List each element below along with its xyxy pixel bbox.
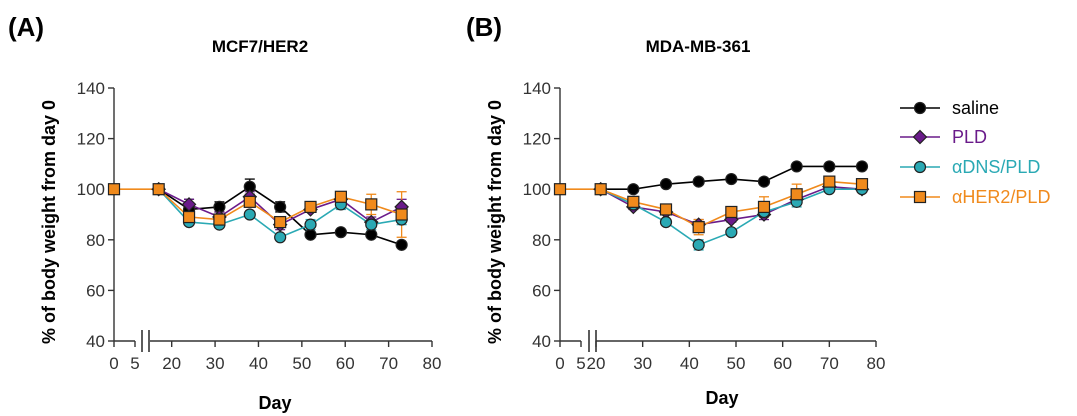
legend-marker-pld xyxy=(912,129,928,145)
panel-a-aher2-pld-point xyxy=(395,208,408,221)
panel-a-xtick-label: 40 xyxy=(249,354,268,373)
panel-a-tag: (A) xyxy=(8,12,44,42)
panel-a-adns-pld-point xyxy=(243,208,256,221)
panel-a-aher2-pld-point xyxy=(365,198,378,211)
panel-a-aher2-pld-point xyxy=(107,183,121,196)
panel-a-aher2-pld-point xyxy=(213,213,226,226)
panel-a-ylabel: % of body weight from day 0 xyxy=(39,100,59,344)
legend: saline PLD αDNS/PLD αHER2/PLD xyxy=(900,98,1050,207)
panel-a-xtick-label: 5 xyxy=(130,354,139,373)
legend-label-adns-pld: αDNS/PLD xyxy=(952,157,1040,177)
legend-marker-aher2-pld-shape xyxy=(913,190,927,204)
panel-b-ytick-label: 100 xyxy=(523,180,551,199)
panel-b-ytick-label: 120 xyxy=(523,130,551,149)
panel-b-saline-point xyxy=(823,160,836,173)
panel-b-saline-point xyxy=(790,160,803,173)
panel-b-xtick-label: 60 xyxy=(773,354,792,373)
panel-a-ytick-label: 40 xyxy=(86,332,105,351)
panel-b-tag: (B) xyxy=(466,12,502,42)
panel-b-aher2-pld-point xyxy=(855,178,869,191)
panel-a-saline-point xyxy=(304,228,317,241)
panel-b-saline-point xyxy=(725,172,738,186)
panel-a-saline-point xyxy=(395,238,408,251)
panel-a-xtick-label: 0 xyxy=(109,354,118,373)
panel-b-ytick-label: 60 xyxy=(532,281,551,300)
panel-b-xtick-label: 5 xyxy=(576,354,585,373)
legend-item-saline: saline xyxy=(900,98,999,118)
panel-b-xtick-label: 80 xyxy=(867,354,886,373)
panel-b-ytick-label: 140 xyxy=(523,79,551,98)
panel-b-aher2-pld-point xyxy=(757,200,771,214)
panel-b-aher2-pld-point xyxy=(725,205,738,219)
panel-a-saline-point xyxy=(334,226,347,239)
panel-b-adns-pld-point xyxy=(725,226,738,239)
panel-a-saline-point xyxy=(365,228,378,241)
panel-a-aher2-pld-point xyxy=(334,190,347,203)
panel-a-xtick-label: 50 xyxy=(292,354,311,373)
panel-a-ytick-label: 80 xyxy=(86,231,105,250)
panel-b-aher2-pld-point xyxy=(659,203,673,216)
panel-a-aher2-pld-point xyxy=(304,200,317,214)
panel-b-saline-point xyxy=(757,175,771,188)
panel-a-saline-point xyxy=(274,200,287,214)
legend-marker-saline xyxy=(913,101,927,115)
panel-b-aher2-pld-point xyxy=(553,183,567,196)
legend-marker-saline-shape xyxy=(913,101,927,115)
panel-b-xlabel: Day xyxy=(705,388,738,408)
panel-a-adns-pld-point xyxy=(304,218,317,231)
panel-b-saline-point xyxy=(627,183,640,196)
panel-b-xtick-label: 50 xyxy=(727,354,746,373)
panel-b-aher2-pld-point xyxy=(627,195,640,208)
panel-a-title: MCF7/HER2 xyxy=(212,37,308,56)
panel-b-xtick-label: 20 xyxy=(587,354,606,373)
panel-a-xtick-label: 20 xyxy=(162,354,181,373)
panel-b-ylabel: % of body weight from day 0 xyxy=(485,100,505,344)
panel-b-adns-pld-point xyxy=(659,215,673,229)
panel-b-plot: 40 60 80 100 120 140 0 5 20 30 40 50 60 70 80 xyxy=(523,79,886,373)
panel-a-aher2-pld-point xyxy=(274,215,287,229)
panel-b-aher2-pld-point xyxy=(790,188,803,201)
panel-a-xtick-label: 30 xyxy=(206,354,225,373)
legend-label-saline: saline xyxy=(952,98,999,118)
panel-b-aher2-pld-point xyxy=(692,221,705,234)
legend-item-aher2-pld: αHER2/PLD xyxy=(900,187,1050,207)
panel-b-xtick-label: 30 xyxy=(633,354,652,373)
panel-b-title: MDA-MB-361 xyxy=(646,37,751,56)
panel-a-ytick-label: 120 xyxy=(77,130,105,149)
panel-b-xtick-label: 0 xyxy=(555,354,564,373)
legend-marker-adns-pld xyxy=(913,160,927,174)
panel-a-aher2-pld-point xyxy=(152,183,165,196)
panel-a-ytick-label: 140 xyxy=(77,79,105,98)
panel-a-pld-point xyxy=(181,197,197,212)
panel-b-saline-point xyxy=(692,175,705,188)
panel-b-saline-point xyxy=(659,178,673,191)
panel-a-xtick-label: 80 xyxy=(423,354,442,373)
panel-b-ytick-label: 80 xyxy=(532,231,551,250)
panel-b-xtick-label: 70 xyxy=(820,354,839,373)
legend-item-pld: PLD xyxy=(900,127,987,147)
panel-a-adns-pld-point xyxy=(365,218,378,231)
panel-b-xtick-label: 40 xyxy=(680,354,699,373)
legend-marker-aher2-pld xyxy=(913,190,927,204)
panel-b-adns-pld-point xyxy=(692,238,705,251)
panel-a-ytick-label: 100 xyxy=(77,180,105,199)
panel-a-xlabel: Day xyxy=(258,393,291,413)
legend-item-adns-pld: αDNS/PLD xyxy=(900,157,1040,177)
panel-a-adns-pld-point xyxy=(274,231,287,244)
panel-a-aher2-pld-point xyxy=(182,210,196,224)
panel-b-aher2-pld-point xyxy=(594,183,607,196)
panel-a-xtick-label: 60 xyxy=(336,354,355,373)
panel-a-plot: 40 60 80 100 120 140 0 5 20 30 40 50 60 70 80 xyxy=(77,79,442,373)
panel-b-aher2-pld-point xyxy=(823,175,836,188)
panel-a-ytick-label: 60 xyxy=(86,281,105,300)
legend-marker-adns-pld-shape xyxy=(913,160,927,174)
panel-a-xtick-label: 70 xyxy=(379,354,398,373)
panel-a-aher2-pld-point xyxy=(243,195,256,208)
legend-marker-pld-shape xyxy=(912,129,928,145)
panel-b-saline-point xyxy=(855,160,869,173)
panel-b-ytick-label: 40 xyxy=(532,332,551,351)
legend-label-pld: PLD xyxy=(952,127,987,147)
legend-label-aher2-pld: αHER2/PLD xyxy=(952,187,1050,207)
